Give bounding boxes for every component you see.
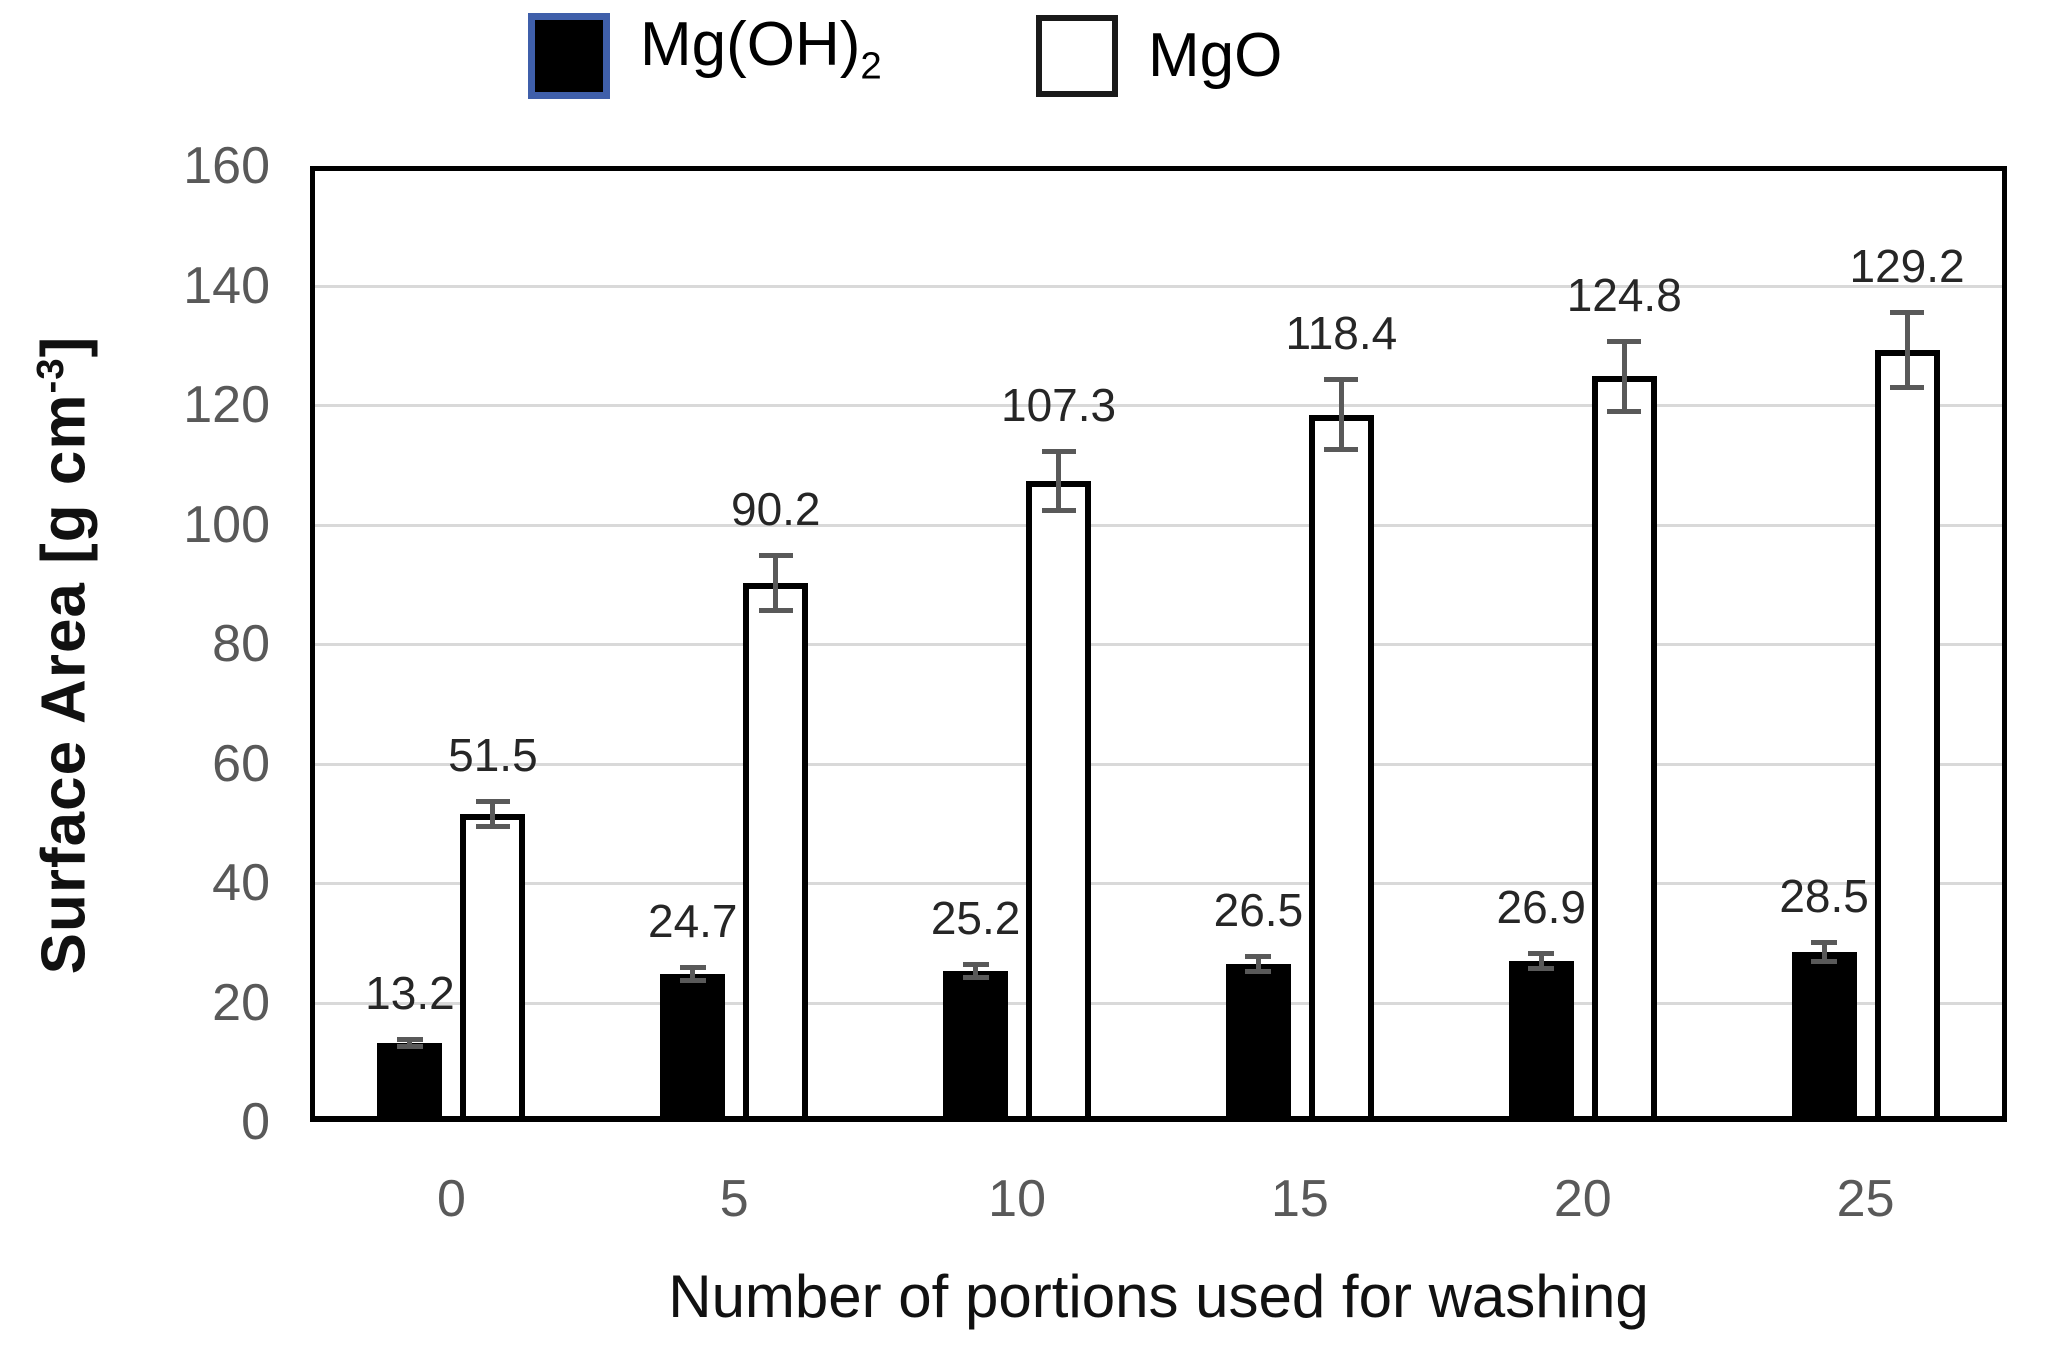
x-tick-label: 0	[436, 1170, 466, 1228]
gridline	[310, 523, 2007, 527]
data-label: 129.2	[1849, 239, 1965, 292]
y-tick-label: 60	[212, 734, 270, 793]
error-bar	[679, 965, 706, 984]
error-bar	[1890, 309, 1925, 391]
data-label: 26.9	[1496, 881, 1587, 934]
bar-mgo-15	[1308, 414, 1374, 1122]
error-bar	[758, 553, 793, 613]
bar-mgo-5	[743, 583, 809, 1122]
error-bar-line	[1621, 338, 1627, 414]
legend-label-mgoh2: Mg(OH)2	[640, 0, 882, 113]
bar-mgo-25	[1874, 350, 1940, 1122]
x-tick-label: 5	[719, 1170, 749, 1228]
y-axis-title-text: Surface Area [g cm	[29, 393, 99, 975]
x-tick-label: 15	[1270, 1170, 1329, 1228]
error-bar-line	[407, 1037, 413, 1050]
error-bar	[396, 1037, 423, 1050]
gridline	[310, 643, 2007, 646]
data-label: 107.3	[1001, 379, 1117, 432]
data-label: 124.8	[1566, 268, 1682, 321]
error-bar-line	[973, 962, 979, 981]
error-bar-line	[1255, 953, 1261, 974]
data-label: 90.2	[730, 483, 821, 536]
y-axis-title-bracket: ]	[29, 335, 99, 358]
error-bar-line	[690, 965, 696, 984]
y-tick-label: 120	[183, 376, 270, 434]
error-bar-line	[1821, 939, 1827, 964]
x-tick-label: 25	[1836, 1170, 1895, 1228]
error-bar	[1811, 939, 1838, 964]
error-bar	[1245, 953, 1272, 974]
error-bar	[1041, 449, 1076, 513]
legend-swatch-mgo-icon	[1036, 15, 1118, 97]
data-label: 51.5	[448, 729, 538, 782]
legend-label-mgoh2-text: Mg(OH)	[640, 10, 861, 80]
y-tick-label: 0	[241, 1093, 270, 1151]
y-tick-label: 160	[183, 137, 270, 195]
data-label: 118.4	[1285, 306, 1398, 359]
bar-mgo-20	[1591, 376, 1657, 1122]
bar-mgo-10	[1026, 480, 1092, 1122]
y-tick-label: 40	[212, 854, 270, 912]
error-bar	[475, 799, 510, 830]
bar-mgoh2-20	[1508, 961, 1574, 1122]
error-bar-line	[490, 799, 496, 830]
legend-swatch-mgoh2-icon	[528, 13, 610, 99]
gridline	[310, 284, 2007, 288]
error-bar-line	[1538, 951, 1544, 972]
error-bar-line	[1904, 309, 1910, 391]
bar-mgo-0	[460, 814, 526, 1122]
data-label: 25.2	[930, 892, 1021, 945]
gridline	[310, 882, 2007, 885]
bar-mgoh2-25	[1791, 951, 1857, 1122]
legend-label-mgo: MgO	[1148, 21, 1283, 90]
bar-mgoh2-0	[377, 1043, 443, 1122]
data-label: 24.7	[647, 895, 738, 948]
legend-item-mgo: MgO	[1036, 10, 1282, 102]
error-bar-line	[1338, 376, 1344, 453]
legend-label-mgoh2-subscript: 2	[860, 44, 882, 88]
y-axis-title: Surface Area [g cm-3]	[29, 336, 100, 975]
x-axis-title: Number of portions used for washing	[668, 1263, 1649, 1330]
x-tick-label: 20	[1553, 1170, 1612, 1228]
gridline	[310, 1001, 2007, 1005]
error-bar-line	[1056, 449, 1062, 513]
bar-mgoh2-15	[1225, 963, 1291, 1122]
gridline	[310, 404, 2007, 407]
bar-mgoh2-5	[660, 974, 726, 1122]
error-bar-line	[773, 553, 779, 613]
y-tick-label: 20	[212, 973, 270, 1032]
error-bar	[1607, 338, 1642, 414]
legend-item-mgoh2: Mg(OH)2	[528, 10, 882, 102]
bar-mgoh2-10	[943, 971, 1009, 1122]
data-label: 13.2	[365, 967, 455, 1020]
error-bar	[1528, 951, 1555, 972]
y-tick-label: 80	[212, 615, 270, 673]
gridline	[310, 762, 2007, 766]
error-bar	[1324, 376, 1359, 453]
data-label: 26.5	[1213, 883, 1304, 936]
x-tick-label: 10	[988, 1170, 1046, 1228]
plot-area: 13.2 24.7 25.2 26.5 26.9 28.5 51.5 90.2 107.3 118…	[310, 166, 2007, 1122]
y-tick-label: 140	[183, 256, 270, 315]
data-label: 28.5	[1779, 869, 1869, 922]
error-bar	[962, 962, 989, 981]
y-tick-label: 100	[183, 495, 270, 554]
y-axis-title-superscript: -3	[28, 357, 72, 394]
